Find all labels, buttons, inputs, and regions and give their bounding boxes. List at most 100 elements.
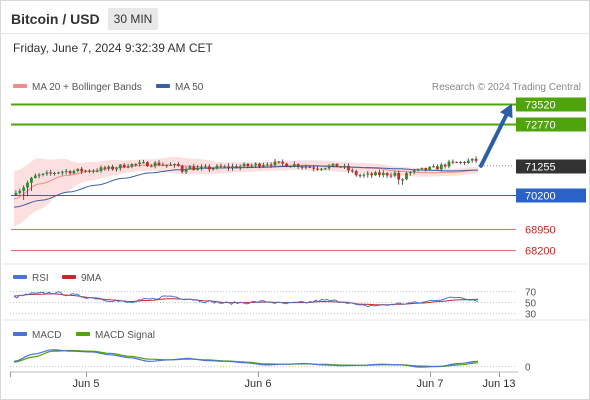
candle-body — [331, 163, 335, 166]
candle-body — [33, 175, 37, 178]
pivot-level-value: 70200 — [525, 191, 556, 203]
x-tick-label: Jun 5 — [73, 378, 100, 390]
bollinger-band — [14, 157, 478, 227]
candle-body — [53, 173, 56, 174]
level-labels-layer: 73520 72770 71255 70200 68950 68200 — [516, 97, 586, 258]
candle-body — [312, 167, 316, 169]
rsi-tick-label: 50 — [525, 299, 537, 310]
candle-body — [405, 173, 408, 180]
candle-body — [466, 160, 470, 163]
candle-body — [184, 169, 188, 172]
candle-body — [350, 170, 354, 172]
candle-body — [339, 166, 343, 168]
candle-body — [188, 166, 192, 169]
candle-body — [76, 168, 80, 171]
candle-body — [30, 177, 33, 183]
macd-plot: 0 — [10, 349, 531, 374]
target-arrow-head — [499, 103, 513, 119]
candle-body — [49, 172, 53, 174]
rsi-ma-legend-label: 9MA — [81, 273, 102, 284]
candle-body — [327, 165, 331, 169]
candle-body — [281, 161, 285, 164]
candle-body — [180, 165, 184, 172]
candle-body — [412, 170, 416, 173]
candle-body — [455, 161, 459, 163]
research-credit: Research © 2024 Trading Central — [432, 82, 581, 93]
candle-body — [18, 190, 22, 193]
candle-body — [173, 164, 176, 165]
candle-body — [463, 162, 466, 163]
candle-body — [231, 166, 234, 168]
rsi-tick-label: 70 — [525, 288, 537, 299]
rsi-legend-label: RSI — [32, 273, 49, 284]
candle-body — [250, 165, 254, 167]
candle-body — [289, 166, 292, 168]
candle-body — [88, 170, 91, 172]
rsi-legend-swatch — [13, 275, 27, 279]
candle-body — [273, 161, 277, 166]
macd-tick-label: 0 — [525, 363, 531, 374]
ma50-legend-swatch — [156, 84, 170, 88]
candles-layer — [14, 156, 478, 200]
candle-body — [296, 164, 300, 167]
candle-body — [335, 163, 339, 167]
candle-body — [374, 172, 377, 176]
candle-body — [169, 164, 172, 166]
x-tick-label: Jun 13 — [482, 378, 515, 390]
bollinger-band-layer — [14, 157, 478, 227]
candle-body — [459, 162, 462, 163]
candle-body — [68, 171, 72, 174]
candle-body — [246, 163, 250, 167]
support-level-label: 68200 — [525, 246, 556, 258]
candle-body — [153, 162, 157, 167]
x-tick-label: Jun 6 — [245, 378, 272, 390]
macd-signal-legend-swatch — [76, 332, 90, 336]
candle-body — [45, 172, 49, 174]
moving-average-layer — [13, 164, 479, 208]
candle-body — [84, 170, 87, 172]
candle-body — [26, 182, 29, 188]
candle-body — [269, 164, 273, 166]
candle-body — [138, 162, 142, 164]
candle-body — [385, 173, 389, 176]
candle-body — [343, 165, 346, 167]
candle-body — [366, 173, 370, 175]
candle-body — [443, 164, 447, 167]
candle-body — [234, 166, 238, 168]
candle-body — [323, 168, 327, 170]
candle-body — [80, 168, 84, 172]
candle-body — [219, 165, 223, 167]
candle-body — [134, 164, 138, 165]
candle-body — [157, 162, 161, 166]
pivot-level-badge — [516, 188, 586, 203]
rsi-ma-legend-swatch — [62, 275, 76, 279]
candle-body — [176, 164, 180, 166]
candle-body — [420, 167, 424, 170]
candle-body — [142, 162, 145, 164]
candle-body — [308, 166, 312, 168]
ma50-legend-label: MA 50 — [175, 82, 204, 93]
candle-body — [416, 169, 420, 171]
macd-signal-line — [13, 349, 479, 368]
candle-body — [192, 166, 196, 170]
candle-body — [238, 166, 242, 168]
resistance-level-value: 72770 — [525, 120, 556, 132]
candle-body — [207, 166, 211, 170]
candle-body — [215, 165, 219, 169]
candle-body — [304, 166, 308, 168]
candle-body — [258, 163, 261, 167]
candle-body — [277, 161, 281, 163]
candle-body — [474, 158, 478, 161]
candle-body — [227, 166, 230, 168]
candle-body — [347, 165, 350, 171]
header-divider — [0, 33, 590, 34]
price-levels-layer — [11, 103, 516, 251]
interval-button[interactable]: 30 MIN — [108, 8, 158, 30]
ma20-legend-swatch — [13, 84, 27, 88]
candle-body — [470, 158, 474, 161]
candle-body — [22, 187, 26, 191]
candle-body — [37, 174, 41, 176]
candle-body — [200, 166, 203, 168]
candle-body — [436, 166, 439, 170]
candle-body — [401, 179, 404, 181]
